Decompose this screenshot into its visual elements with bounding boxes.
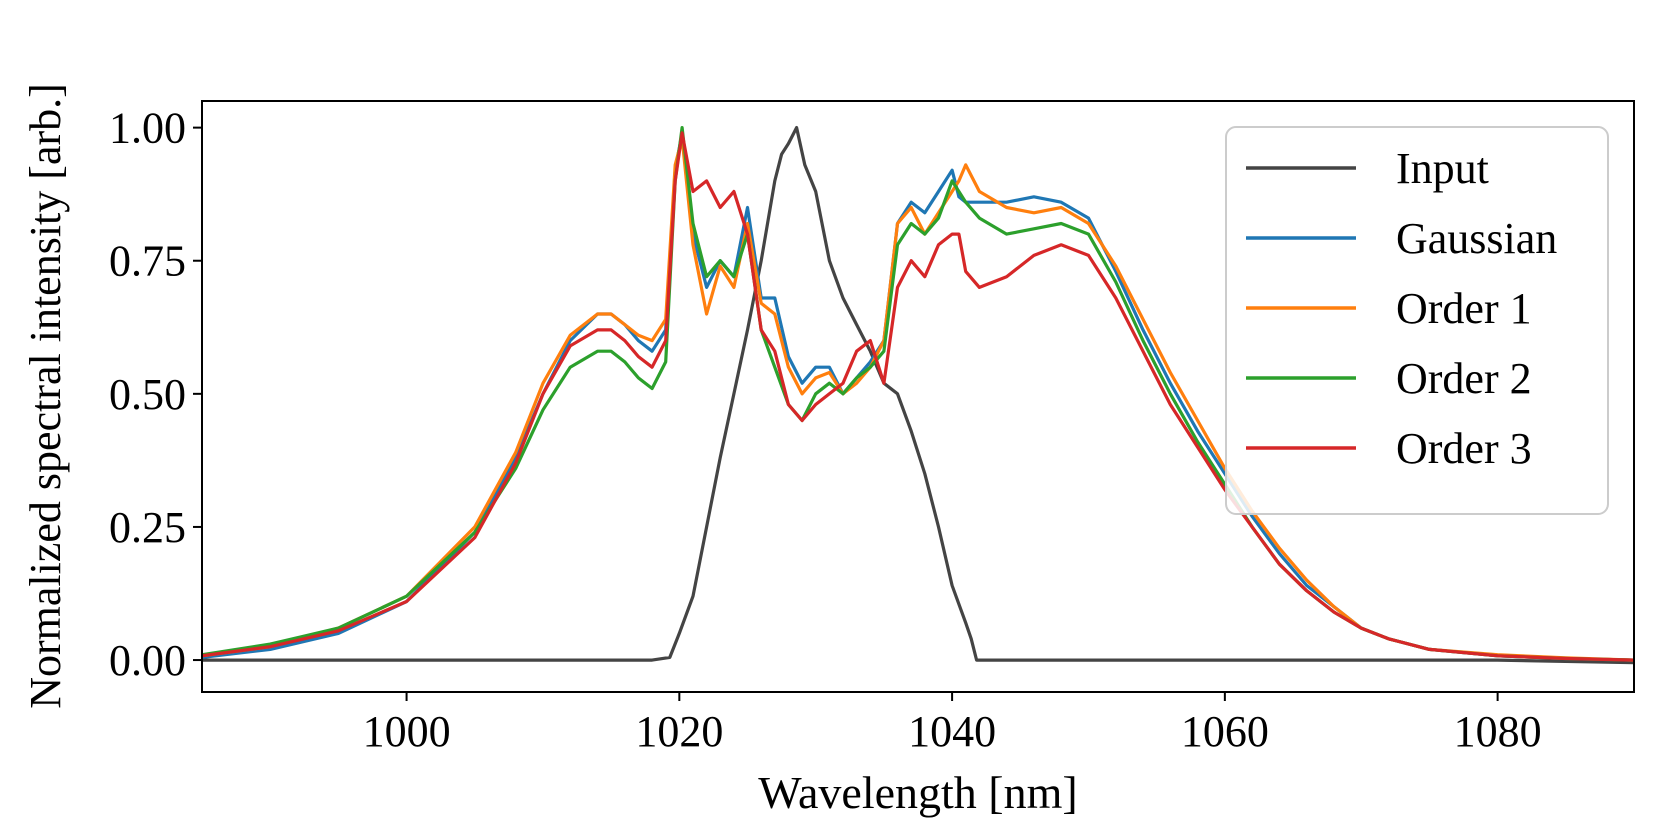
y-tick-label: 0.00 — [109, 636, 186, 685]
x-axis-label: Wavelength [nm] — [758, 767, 1077, 818]
x-tick-label: 1000 — [363, 707, 451, 756]
x-tick-label: 1040 — [908, 707, 996, 756]
plot-frame — [201, 100, 1635, 693]
x-axis: 1000 1020 1040 1060 1080 — [363, 692, 1542, 756]
legend-label-input: Input — [1396, 144, 1489, 193]
legend-label-gaussian: Gaussian — [1396, 214, 1557, 263]
x-tick-label: 1020 — [635, 707, 723, 756]
y-tick-label: 1.00 — [109, 104, 186, 153]
legend-label-order-3: Order 3 — [1396, 424, 1532, 473]
legend-label-order-2: Order 2 — [1396, 354, 1532, 403]
legend-box — [1225, 126, 1609, 515]
legend: Input Gaussian Order 1 Order 2 Order 3 — [1225, 126, 1609, 515]
legend-label-order-1: Order 1 — [1396, 284, 1532, 333]
x-tick-label: 1060 — [1181, 707, 1269, 756]
y-tick-label: 0.75 — [109, 237, 186, 286]
y-tick-label: 0.25 — [109, 503, 186, 552]
y-tick-label: 0.50 — [109, 370, 186, 419]
y-axis-label: Normalized spectral intensity [arb.] — [21, 83, 70, 709]
x-tick-label: 1080 — [1454, 707, 1542, 756]
series-line-input — [202, 125, 1634, 665]
y-axis: 0.00 0.25 0.50 0.75 1.00 — [109, 104, 202, 685]
